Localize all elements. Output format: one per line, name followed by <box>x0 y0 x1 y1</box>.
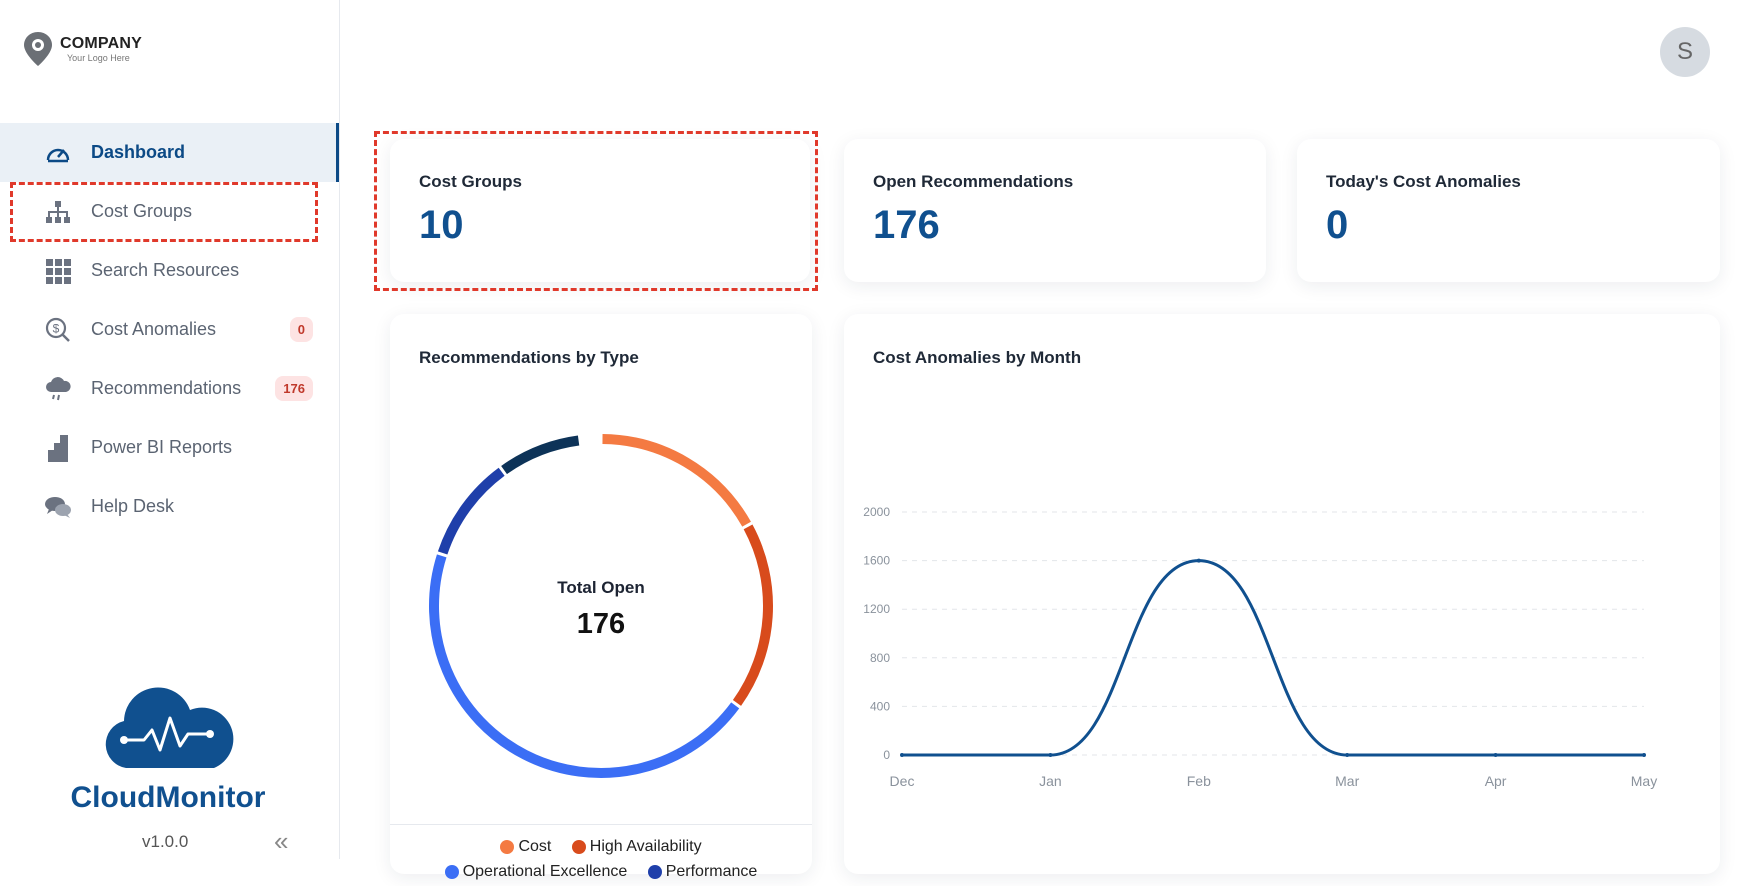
sidebar-item-label: Cost Anomalies <box>91 319 217 339</box>
x-tick-label: Jan <box>1039 773 1062 789</box>
sidebar-item-help-desk[interactable]: Help Desk <box>0 477 339 536</box>
y-tick-label: 400 <box>870 699 890 713</box>
legend-swatch <box>647 865 662 879</box>
bar-steps-icon <box>44 434 72 462</box>
sidebar-item-power-bi-reports[interactable]: Power BI Reports <box>0 418 339 477</box>
dollar-search-icon: $ <box>44 316 72 344</box>
donut-segment-high-availability[interactable] <box>732 524 773 706</box>
app-version: v1.0.0 <box>142 832 189 851</box>
sidebar-item-label: Cost Groups <box>91 201 193 221</box>
line-chart: 0 400 800 1200 1600 2000 Dec Jan Feb Mar Apr May <box>863 505 1657 789</box>
panel-title: Cost Anomalies by Month <box>873 348 1082 367</box>
cost-groups-highlight <box>10 182 318 242</box>
data-point[interactable] <box>1196 558 1201 563</box>
sidebar-item-label: Search Resources <box>91 260 240 280</box>
brand-name: CloudMonitor <box>70 781 266 814</box>
user-avatar[interactable]: S <box>1660 27 1710 77</box>
cloud-heartbeat-icon <box>105 687 234 768</box>
data-point[interactable] <box>1048 753 1053 757</box>
data-point[interactable] <box>900 753 904 757</box>
stat-title: Open Recommendations <box>873 172 1074 191</box>
y-tick-label: 1200 <box>863 602 890 616</box>
legend-row: Cost High Availability <box>390 836 812 861</box>
cloud-rain-icon <box>44 375 72 403</box>
legend-row: Operational Excellence Performance <box>390 861 812 886</box>
cost-groups-card-highlight <box>374 131 818 291</box>
data-point[interactable] <box>1642 753 1646 757</box>
legend-item-operational-excellence[interactable]: Operational Excellence <box>444 861 628 883</box>
recommendations-count-badge: 176 <box>275 376 313 401</box>
legend-label: Cost <box>518 838 552 855</box>
stat-value: 0 <box>1326 203 1349 247</box>
legend-swatch <box>444 865 459 879</box>
collapse-sidebar-button[interactable]: « <box>274 826 289 856</box>
sidebar-item-recommendations[interactable]: Recommendations 176 <box>0 359 339 418</box>
sidebar-item-cost-anomalies[interactable]: $ Cost Anomalies 0 <box>0 300 339 359</box>
donut-segment-operational-excellence[interactable] <box>429 554 740 778</box>
sidebar-item-label: Dashboard <box>91 142 186 162</box>
stat-value: 10 <box>419 203 464 247</box>
legend-item-performance[interactable]: Performance <box>647 861 758 883</box>
stat-title: Cost Groups <box>419 172 522 191</box>
stat-value: 176 <box>873 203 940 247</box>
donut-segment-performance[interactable] <box>437 467 505 555</box>
sidebar-item-label: Recommendations <box>91 378 242 398</box>
stat-card-todays-cost-anomalies[interactable]: Today's Cost Anomalies 0 <box>1297 139 1720 282</box>
legend-item-cost[interactable]: Cost <box>500 836 551 858</box>
map-pin-icon <box>24 32 52 66</box>
y-tick-label: 0 <box>883 748 890 762</box>
y-tick-label: 1600 <box>863 554 890 568</box>
sidebar-nav: Dashboard Cost Groups Search Resources $… <box>0 123 339 536</box>
stat-title: Today's Cost Anomalies <box>1326 172 1521 191</box>
anomalies-count-badge: 0 <box>289 317 313 342</box>
x-tick-label: Feb <box>1187 773 1211 789</box>
donut-chart <box>429 434 773 778</box>
y-tick-label: 800 <box>870 651 890 665</box>
donut-center-value: 176 <box>576 608 626 640</box>
sidebar-item-cost-groups[interactable]: Cost Groups <box>0 182 339 241</box>
gauge-icon <box>44 139 72 167</box>
legend-swatch <box>571 840 586 854</box>
x-tick-label: Mar <box>1335 773 1359 789</box>
donut-legend: Cost High Availability Operational Excel… <box>390 824 812 886</box>
company-logo[interactable]: COMPANY Your Logo Here <box>22 30 142 68</box>
cloudmonitor-brand: CloudMonitor <box>68 684 268 815</box>
logo-tagline: Your Logo Here <box>67 52 130 63</box>
sidebar-item-search-resources[interactable]: Search Resources <box>0 241 339 300</box>
y-tick-label: 2000 <box>863 505 890 519</box>
panel-title: Recommendations by Type <box>419 348 639 367</box>
legend-item-high-availability[interactable]: High Availability <box>571 836 702 858</box>
org-chart-icon <box>44 198 72 226</box>
sidebar-item-label: Help Desk <box>91 496 175 516</box>
recommendations-by-type-panel: Recommendations by Type Total Open 176 C… <box>390 314 812 880</box>
chat-bubbles-icon <box>44 493 72 521</box>
legend-label: Performance <box>665 863 758 880</box>
x-tick-label: Dec <box>890 773 915 789</box>
sidebar-item-label: Power BI Reports <box>91 437 233 457</box>
data-point[interactable] <box>1493 753 1498 757</box>
x-tick-label: Apr <box>1485 773 1507 789</box>
legend-label: Operational Excellence <box>462 863 628 880</box>
logo-name: COMPANY <box>60 34 142 52</box>
data-point[interactable] <box>1345 753 1350 757</box>
donut-segment-security[interactable] <box>501 435 580 475</box>
stat-card-cost-groups[interactable]: Cost Groups 10 <box>390 139 810 282</box>
donut-center-label: Total Open <box>557 578 645 597</box>
sidebar: COMPANY Your Logo Here Dashboard Cost Gr… <box>0 0 340 859</box>
x-tick-label: May <box>1631 773 1657 789</box>
sidebar-item-dashboard[interactable]: Dashboard <box>0 123 339 182</box>
donut-segment-cost[interactable] <box>602 434 751 527</box>
cost-anomalies-by-month-panel: Cost Anomalies by Month 0 400 800 1200 1600 2… <box>844 314 1720 874</box>
grid-icon <box>44 257 72 285</box>
legend-swatch <box>500 840 515 854</box>
svg-text:$: $ <box>53 321 60 335</box>
stat-card-open-recommendations[interactable]: Open Recommendations 176 <box>844 139 1266 282</box>
legend-label: High Availability <box>589 838 702 855</box>
